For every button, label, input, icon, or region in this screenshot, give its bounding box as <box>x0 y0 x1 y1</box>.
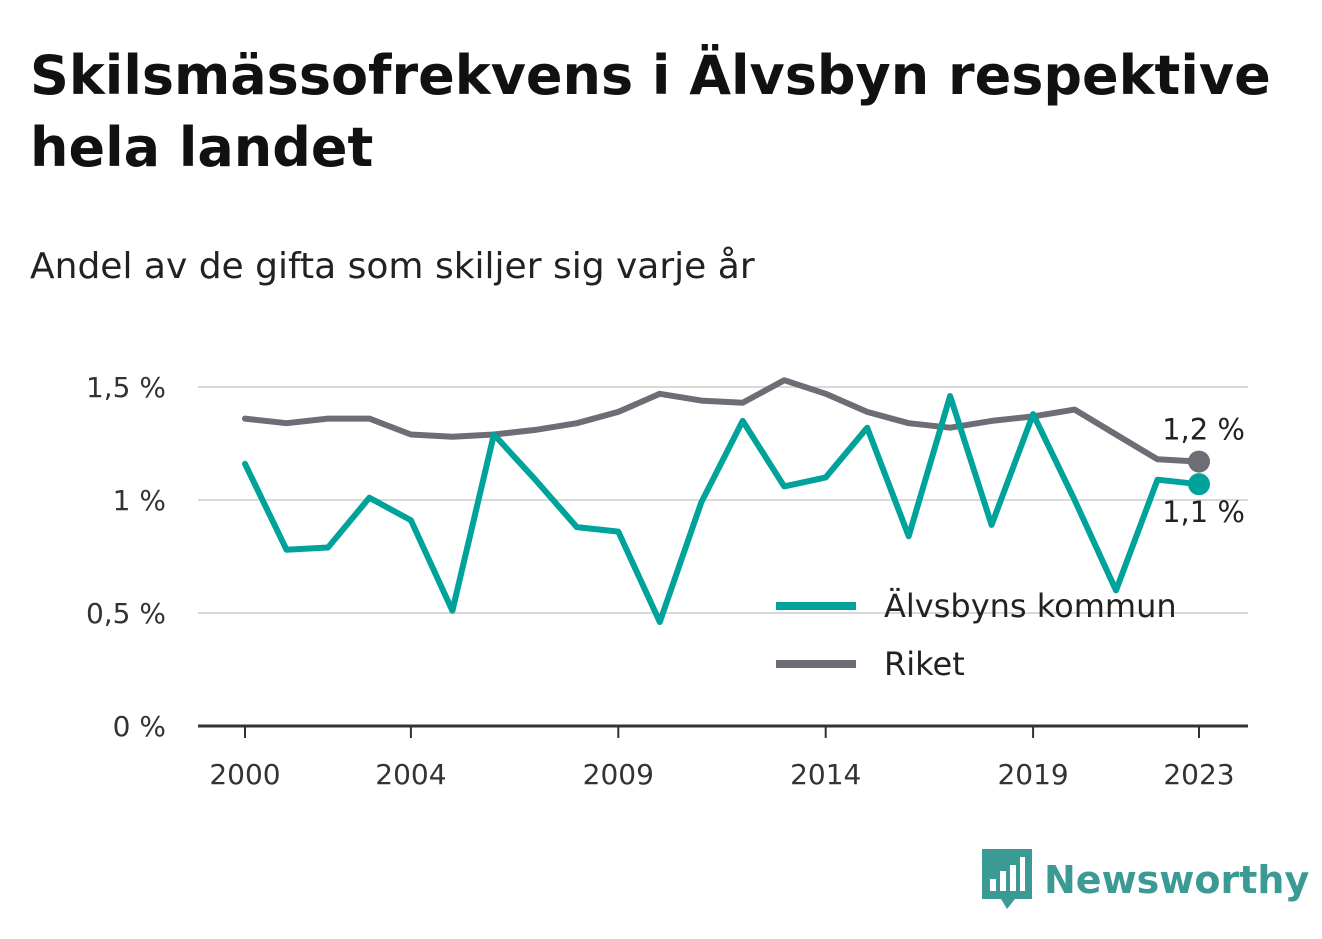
series-end-label-1: 1,2 % <box>1162 413 1245 447</box>
x-tick-label: 2000 <box>209 758 280 791</box>
y-tick-label: 1 % <box>113 484 166 517</box>
axes: 0 % 0,5 % 1 % 1,5 % 2000 2004 2009 2014 2019 2023 <box>86 371 1248 791</box>
y-tick-label: 1,5 % <box>86 371 166 404</box>
legend-label-1: Riket <box>884 645 965 683</box>
series-line-1 <box>242 377 1202 465</box>
x-tick-label: 2023 <box>1163 758 1234 791</box>
x-tick-label: 2009 <box>583 758 654 791</box>
x-tick-label: 2004 <box>375 758 446 791</box>
series-end-label-0: 1,1 % <box>1162 495 1245 529</box>
brand-name: Newsworthy <box>1044 858 1310 902</box>
chart-subtitle: Andel av de gifta som skiljer sig varje … <box>30 246 755 287</box>
x-tick-label: 2019 <box>997 758 1068 791</box>
series-end-point-0 <box>1188 473 1210 496</box>
legend: Älvsbyns kommun Riket <box>776 587 1177 683</box>
y-tick-label: 0 % <box>113 710 166 743</box>
series-end-point-1 <box>1188 450 1210 473</box>
legend-label-0: Älvsbyns kommun <box>884 587 1177 625</box>
chart-title: Skilsmässofrekvens i Älvsbyn respektive … <box>30 44 1271 179</box>
brand-logo: Newsworthy <box>982 848 1309 912</box>
series-line-0 <box>242 393 1202 625</box>
y-tick-label: 0,5 % <box>86 597 166 630</box>
series-lines: 1,1 % 1,2 % <box>242 377 1245 625</box>
x-tick-label: 2014 <box>790 758 861 791</box>
bar-chart-speech-bubble-icon <box>982 849 1032 909</box>
